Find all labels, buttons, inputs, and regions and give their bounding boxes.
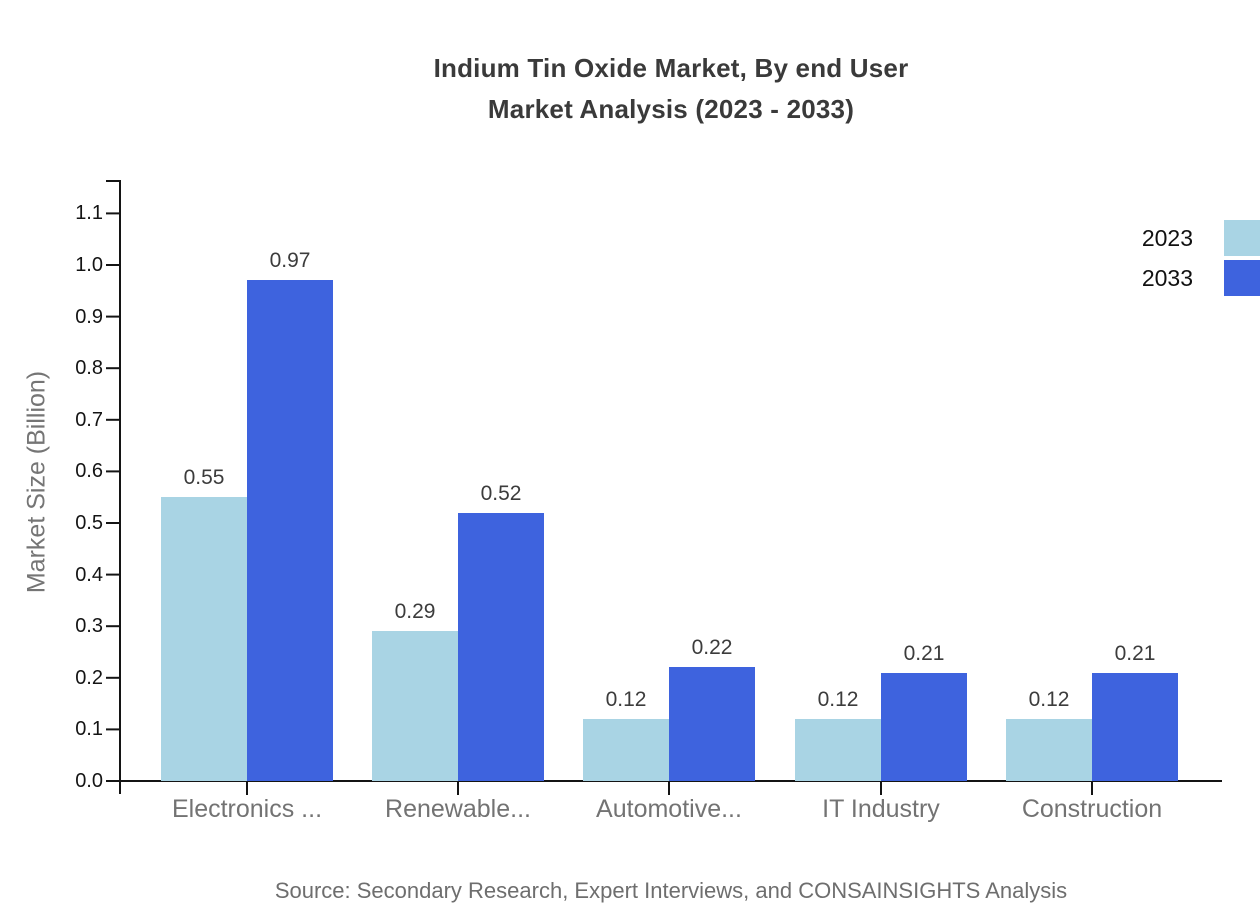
chart-title-line1: Indium Tin Oxide Market, By end User (433, 53, 909, 83)
category-label: IT Industry (822, 795, 940, 823)
bar-value-label: 0.12 (1028, 688, 1070, 711)
y-tick-label: 0.6 (75, 460, 103, 483)
bar-value-label: 0.29 (394, 600, 436, 623)
legend-label-2023: 2023 (1141, 225, 1193, 251)
y-tick-label: 0.1 (75, 718, 103, 741)
y-tick-label: 1.0 (75, 254, 103, 276)
bar-value-label: 0.52 (480, 482, 522, 505)
bar-2033-3 (881, 673, 967, 781)
legend-swatch-2023 (1224, 220, 1260, 256)
y-tick-label: 0.5 (75, 512, 103, 534)
bar-value-label: 0.22 (691, 636, 733, 659)
category-label: Automotive... (596, 795, 742, 823)
category-label: Electronics ... (171, 795, 323, 823)
bar-2023-0 (161, 497, 247, 781)
y-tick-label: 0.0 (75, 770, 103, 792)
chart-title-line2: Market Analysis (2023 - 2033) (487, 94, 855, 124)
bar-2033-4 (1092, 673, 1178, 781)
chart-title: Indium Tin Oxide Market, By end User Mar… (120, 48, 1222, 130)
y-tick-label: 0.3 (75, 615, 103, 638)
legend-label-2033: 2033 (1141, 265, 1193, 291)
y-tick-label: 0.7 (75, 408, 103, 431)
y-tick-label: 0.8 (75, 357, 103, 380)
y-tick-label: 0.9 (75, 305, 103, 328)
bar-2033-2 (669, 667, 755, 781)
category-label: Renewable... (385, 795, 531, 823)
y-tick-label: 0.4 (75, 563, 103, 586)
bar-2033-0 (247, 280, 333, 781)
bar-value-label: 0.97 (269, 249, 311, 272)
y-tick-label: 1.1 (75, 202, 103, 225)
category-label: Construction (1021, 795, 1163, 823)
bar-2023-3 (795, 719, 881, 781)
bar-2033-1 (458, 513, 544, 781)
y-tick-label: 0.2 (75, 666, 103, 689)
bar-2023-1 (372, 631, 458, 781)
legend-swatch-2033 (1224, 260, 1260, 296)
bar-value-label: 0.21 (1114, 642, 1156, 665)
bar-value-label: 0.55 (183, 466, 225, 489)
bar-value-label: 0.12 (605, 688, 647, 711)
bar-2023-2 (583, 719, 669, 781)
source-note: Source: Secondary Research, Expert Inter… (274, 878, 1068, 903)
bar-value-label: 0.21 (903, 642, 945, 665)
bar-value-label: 0.12 (817, 688, 859, 711)
bar-2023-4 (1006, 719, 1092, 781)
